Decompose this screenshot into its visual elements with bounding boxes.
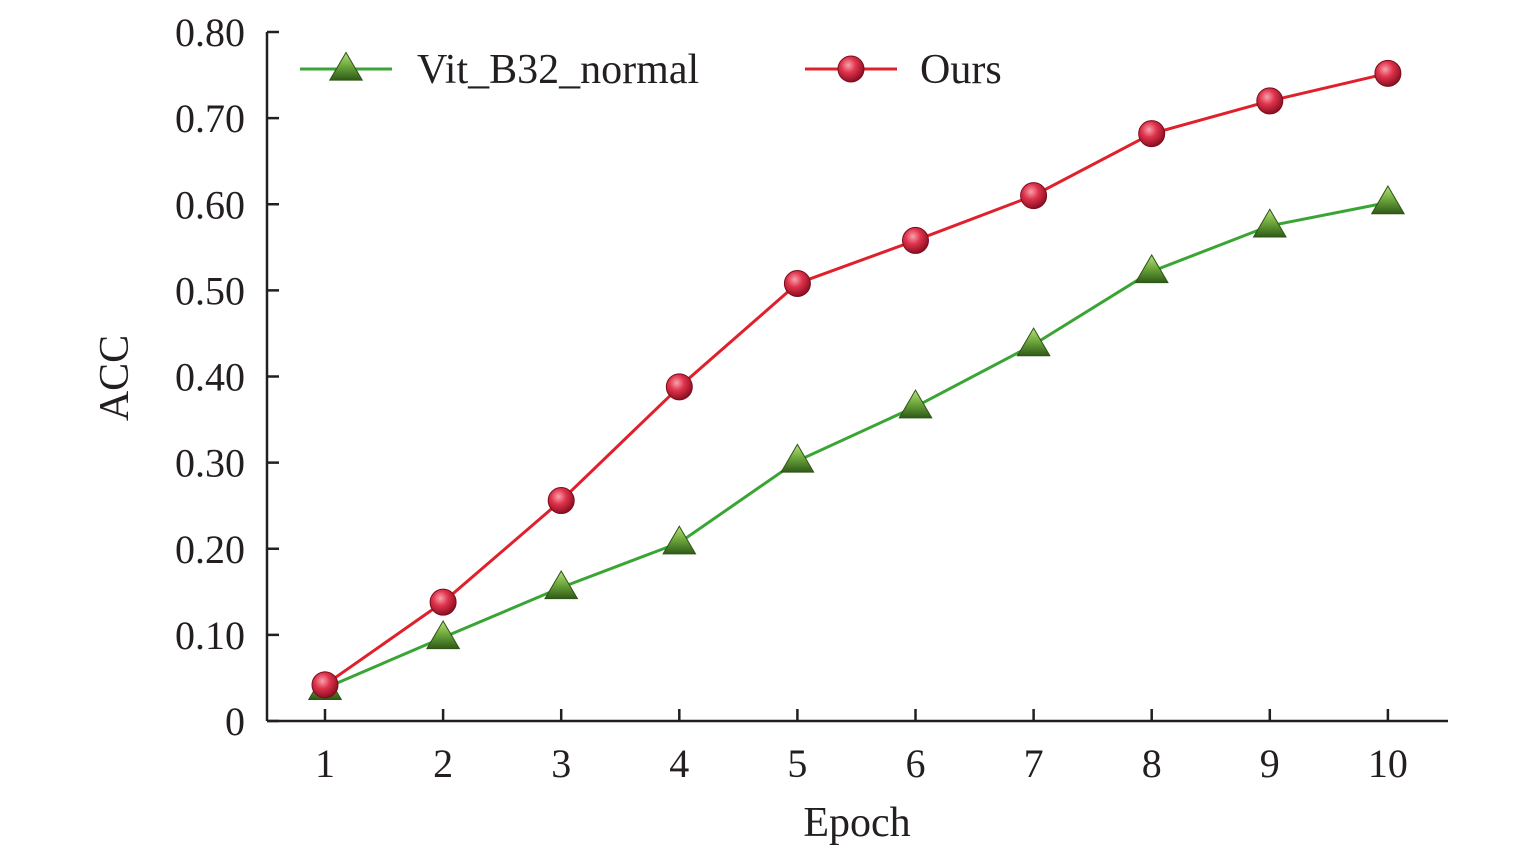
x-tick-label: 9 [1260, 741, 1280, 786]
y-tick-label: 0.70 [175, 96, 245, 141]
x-axis-title: Epoch [803, 800, 910, 846]
legend-circle-marker [837, 55, 865, 83]
y-ticks: 0 0.10 0.20 0.30 0.40 0.50 0.60 0.70 0.80 [175, 10, 279, 744]
x-tick-label: 10 [1368, 741, 1408, 786]
y-tick-label: 0.80 [175, 10, 245, 55]
data-point-circle [547, 487, 575, 515]
x-tick-label: 3 [551, 741, 571, 786]
axes [265, 32, 1448, 723]
data-point-triangle [898, 389, 933, 419]
data-point-triangle [1016, 327, 1051, 357]
legend-triangle-marker [328, 51, 364, 81]
data-point-triangle [1252, 208, 1287, 238]
x-tick-label: 8 [1142, 741, 1162, 786]
x-ticks: 1 2 3 4 5 6 7 8 9 10 [315, 709, 1408, 786]
data-point-triangle [1370, 185, 1406, 215]
x-tick-label: 5 [787, 741, 807, 786]
series-line-ours [324, 71, 1389, 687]
data-point-triangle [1134, 253, 1169, 284]
data-point-circle [1020, 182, 1048, 210]
y-tick-label: 0.30 [175, 441, 245, 486]
legend-item: Ours [805, 47, 1002, 93]
y-tick-label: 0.50 [175, 268, 245, 313]
data-point-circle [429, 588, 457, 616]
data-point-triangle [780, 443, 815, 473]
data-point-triangle [425, 619, 461, 650]
y-tick-label: 0 [225, 699, 245, 744]
y-axis-title: ACC [92, 335, 138, 421]
x-tick-label: 7 [1024, 741, 1044, 786]
data-point-circle [665, 373, 693, 401]
series-markers [307, 59, 1406, 700]
legend-label: Vit_B32_normal [417, 47, 699, 93]
y-tick-label: 0.40 [175, 355, 245, 400]
x-tick-label: 1 [315, 741, 335, 786]
data-point-triangle [662, 525, 697, 555]
series-line-vit-b32-normal [324, 201, 1389, 690]
x-tick-label: 6 [906, 741, 926, 786]
series-lines [324, 71, 1389, 690]
legend: Vit_B32_normal Ours [300, 47, 1002, 93]
data-point-circle [1374, 59, 1402, 87]
y-tick-label: 0.10 [175, 613, 245, 658]
data-point-circle [1256, 87, 1284, 115]
data-point-triangle [544, 570, 579, 600]
data-point-circle [902, 226, 929, 254]
y-tick-label: 0.60 [175, 182, 245, 227]
data-point-circle [783, 269, 811, 297]
y-tick-label: 0.20 [175, 527, 245, 572]
data-point-circle [311, 671, 339, 699]
x-tick-label: 4 [669, 741, 689, 786]
legend-item: Vit_B32_normal [300, 47, 699, 93]
x-tick-label: 2 [433, 741, 453, 786]
legend-label: Ours [920, 47, 1002, 93]
data-point-circle [1138, 120, 1166, 148]
